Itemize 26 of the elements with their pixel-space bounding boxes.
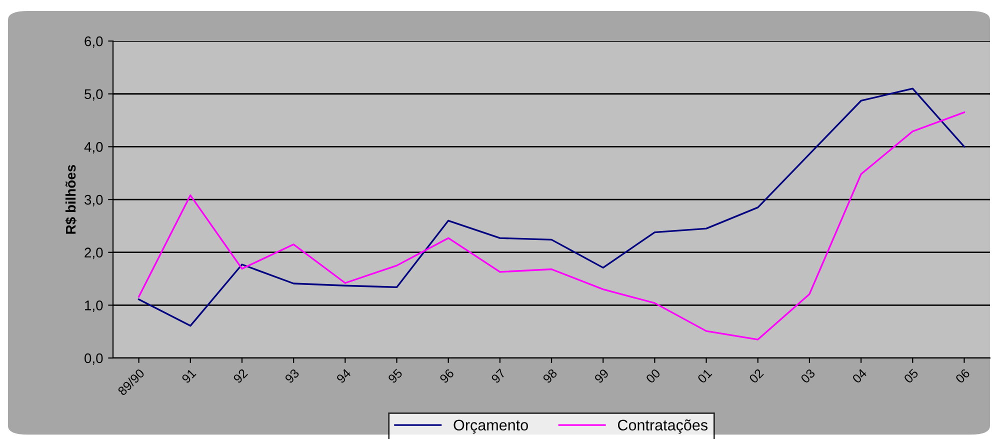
y-tick-label: 5,0 [84, 89, 103, 101]
legend-label: Contratações [618, 419, 708, 434]
x-tick-label: 97 [490, 368, 506, 384]
x-tick-label: 04 [852, 368, 868, 384]
y-tick-label: 4,0 [84, 142, 103, 154]
y-axis-title: R$ bilhões [65, 164, 77, 234]
legend-label: Orçamento [454, 420, 528, 434]
x-tick-label: 95 [388, 368, 403, 384]
x-tick-label: 00 [645, 368, 661, 384]
x-tick-label: 05 [903, 368, 919, 384]
x-tick-label: 98 [542, 368, 558, 384]
y-tick-label: 2,0 [84, 248, 103, 260]
x-tick-label: 94 [336, 368, 352, 384]
y-tick-label: 3,0 [84, 194, 103, 206]
x-tick-label: 03 [800, 368, 816, 384]
y-tick-label: 0,0 [84, 353, 103, 365]
x-tick-label: 99 [594, 368, 610, 384]
y-tick-label: 6,0 [84, 36, 103, 48]
x-tick-label: 01 [697, 368, 712, 384]
x-tick-label: 92 [232, 368, 248, 384]
x-tick-label: 91 [181, 368, 196, 384]
x-tick-label: 93 [284, 368, 300, 384]
y-tick-label: 1,0 [85, 300, 103, 312]
x-tick-label: 96 [439, 368, 454, 384]
x-tick-label: 06 [954, 368, 970, 384]
x-tick-label: 02 [748, 368, 764, 384]
